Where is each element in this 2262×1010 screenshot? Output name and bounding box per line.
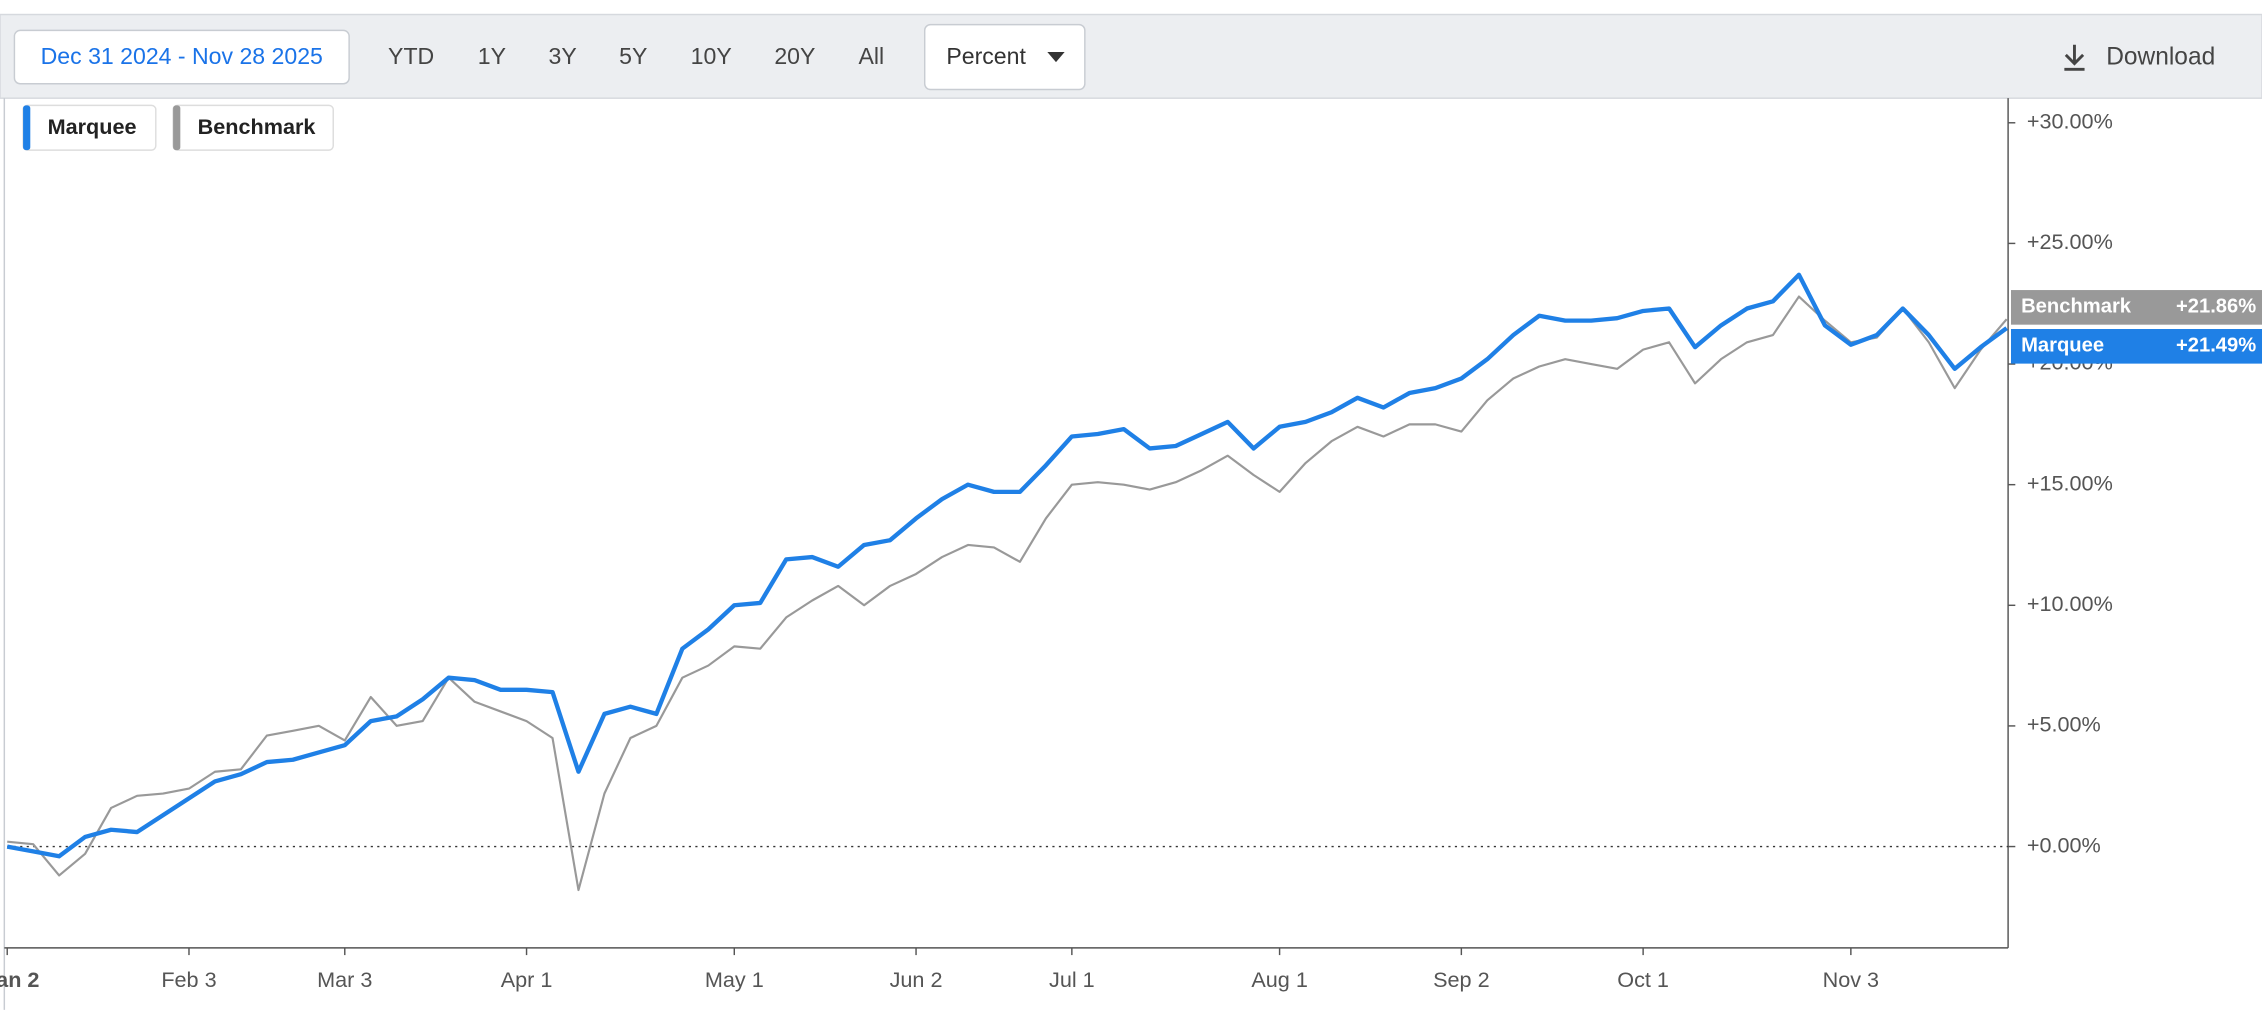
legend-label: Marquee	[48, 114, 137, 139]
series-line	[7, 295, 2008, 892]
y-tick-label: +5.00%	[2027, 712, 2101, 737]
range-button[interactable]: All	[859, 43, 885, 69]
legend-item[interactable]: Marquee	[22, 104, 157, 151]
x-tick-label: Jan 2	[0, 967, 39, 992]
dropdown-icon	[1047, 52, 1065, 63]
legend-item[interactable]: Benchmark	[172, 104, 334, 151]
y-tick-label: +10.00%	[2027, 591, 2113, 616]
end-tag-value: +21.86%	[2176, 296, 2256, 318]
toolbar	[0, 13, 2262, 99]
range-button[interactable]: 3Y	[548, 43, 576, 69]
download-icon[interactable]	[2064, 44, 2085, 71]
range-button[interactable]: 20Y	[774, 43, 815, 69]
x-tick-label: Feb 3	[161, 967, 216, 992]
x-tick-label: Mar 3	[317, 967, 372, 992]
x-tick-label: Sep 2	[1433, 967, 1490, 992]
x-tick-label: Nov 3	[1823, 967, 1879, 992]
y-tick-label: +0.00%	[2027, 832, 2101, 857]
range-button[interactable]: 5Y	[619, 43, 647, 69]
end-tag-name: Marquee	[2021, 335, 2104, 357]
range-button[interactable]: YTD	[388, 43, 434, 69]
legend-swatch	[173, 105, 181, 151]
unit-select[interactable]	[923, 23, 1086, 91]
download[interactable]: Download	[2106, 43, 2215, 70]
x-tick-label: Jun 2	[890, 967, 943, 992]
y-tick-label: +15.00%	[2027, 470, 2113, 495]
end-tag-value: +21.49%	[2176, 335, 2256, 357]
x-tick-label: Oct 1	[1617, 967, 1669, 992]
legend-swatch	[23, 105, 31, 151]
end-tag	[2010, 290, 2262, 325]
x-tick-label: May 1	[705, 967, 764, 992]
y-tick-label: +30.00%	[2027, 109, 2113, 134]
legend-label: Benchmark	[198, 114, 317, 139]
x-tick-label: Apr 1	[501, 967, 553, 992]
date-range-button[interactable]	[13, 29, 350, 85]
unit-label[interactable]: Percent	[946, 43, 1026, 69]
end-tag	[2010, 329, 2262, 364]
x-tick-label: Aug 1	[1251, 967, 1308, 992]
x-tick-label: Jul 1	[1049, 967, 1095, 992]
date-range[interactable]: Dec 31 2024 - Nov 28 2025	[41, 43, 323, 69]
y-tick-label: +25.00%	[2027, 229, 2113, 254]
range-button[interactable]: 10Y	[691, 43, 732, 69]
range-button[interactable]: 1Y	[478, 43, 506, 69]
series-line	[6, 272, 2008, 859]
end-tag-name: Benchmark	[2021, 296, 2132, 318]
